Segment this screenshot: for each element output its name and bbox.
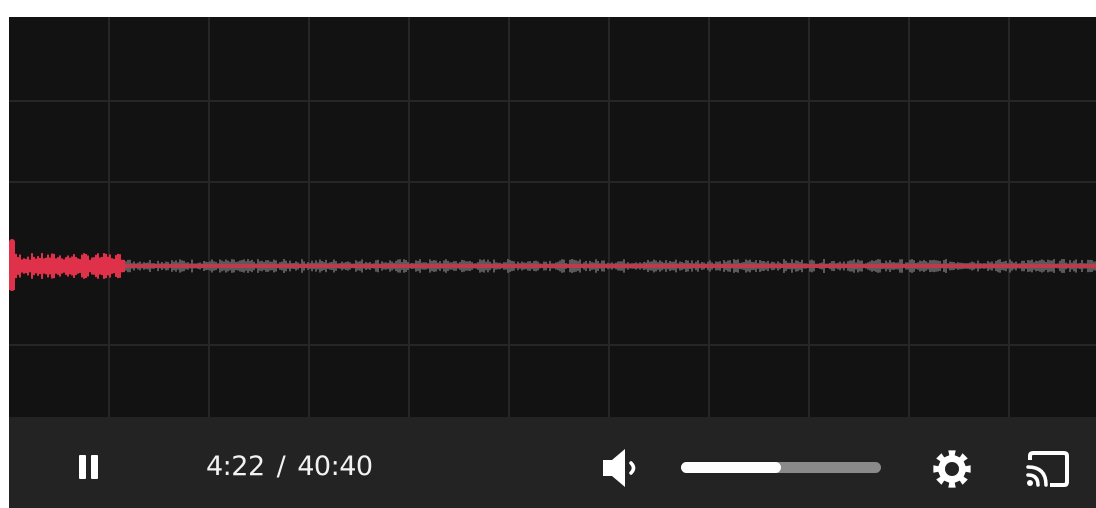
waveform-unplayed (125, 259, 1096, 273)
playhead[interactable] (9, 239, 15, 291)
volume-level (681, 462, 781, 473)
volume-low-icon (603, 449, 636, 487)
time-display: 4:22 / 40:40 (206, 449, 373, 485)
control-bar: 4:22 / 40:40 (9, 417, 1096, 508)
settings-button[interactable] (927, 445, 977, 493)
pause-button[interactable] (67, 445, 111, 489)
current-time: 4:22 (206, 451, 265, 482)
time-separator: / (276, 451, 286, 482)
cast-button[interactable] (1021, 445, 1073, 493)
pause-icon (79, 455, 98, 479)
audio-player: 4:22 / 40:40 (9, 17, 1096, 508)
cast-icon (1026, 451, 1069, 487)
volume-slider[interactable] (681, 462, 881, 473)
volume-button[interactable] (597, 445, 645, 491)
duration: 40:40 (297, 451, 373, 482)
waveform-display[interactable] (9, 17, 1096, 417)
gear-icon (933, 450, 971, 488)
